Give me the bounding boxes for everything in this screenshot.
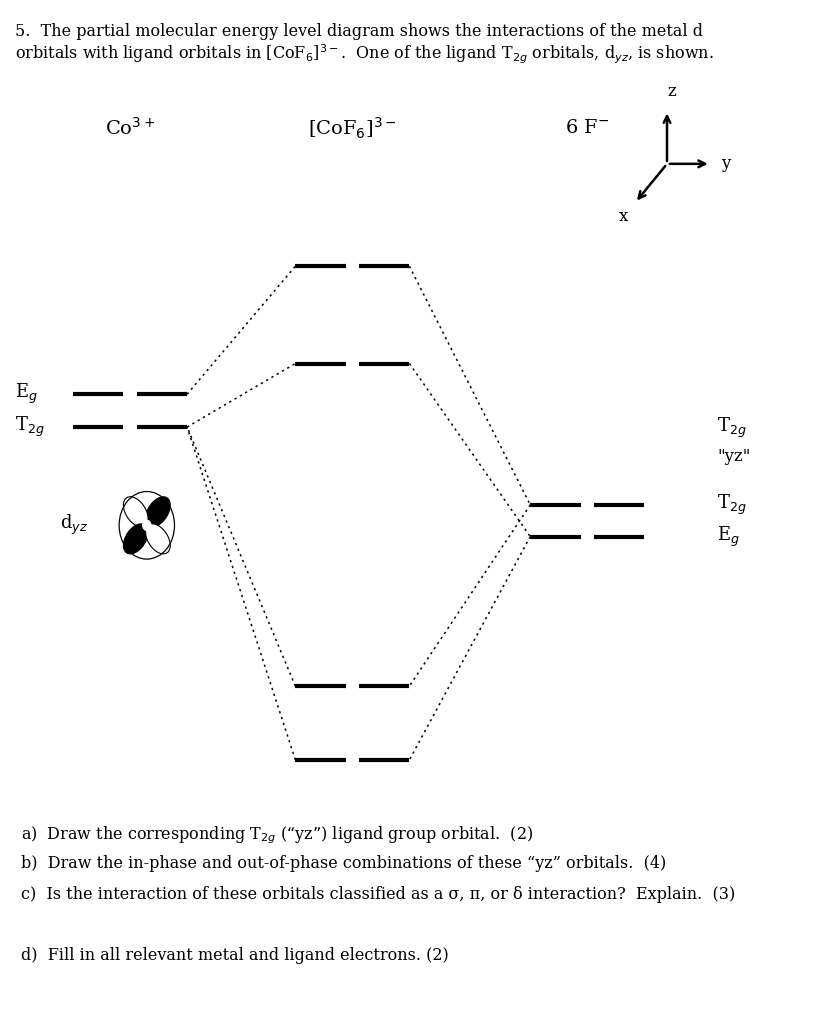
Text: b)  Draw the in-phase and out-of-phase combinations of these “yz” orbitals.  (4): b) Draw the in-phase and out-of-phase co… <box>21 855 666 872</box>
Text: Co$^{3+}$: Co$^{3+}$ <box>105 117 155 139</box>
Ellipse shape <box>146 524 170 554</box>
Text: a)  Draw the corresponding T$_{2g}$ (“yz”) ligand group orbital.  (2): a) Draw the corresponding T$_{2g}$ (“yz”… <box>21 824 534 846</box>
Text: orbitals with ligand orbitals in [CoF$_6$]$^{3-}$.  One of the ligand T$_{2g}$ o: orbitals with ligand orbitals in [CoF$_6… <box>15 43 714 67</box>
Text: T$_{2g}$: T$_{2g}$ <box>15 415 44 439</box>
Ellipse shape <box>123 524 148 554</box>
Text: "yz": "yz" <box>717 449 751 465</box>
Text: E$_g$: E$_g$ <box>717 524 740 549</box>
Circle shape <box>143 520 151 530</box>
Text: T$_{2g}$: T$_{2g}$ <box>717 416 747 440</box>
Text: z: z <box>668 83 676 100</box>
Text: [CoF$_6$]$^{3-}$: [CoF$_6$]$^{3-}$ <box>308 116 397 140</box>
Ellipse shape <box>146 497 170 526</box>
Text: T$_{2g}$: T$_{2g}$ <box>717 493 747 517</box>
Text: d)  Fill in all relevant metal and ligand electrons. (2): d) Fill in all relevant metal and ligand… <box>21 947 449 965</box>
Text: E$_g$: E$_g$ <box>15 382 38 407</box>
Text: d$_{yz}$: d$_{yz}$ <box>60 513 88 538</box>
Text: c)  Is the interaction of these orbitals classified as a σ, π, or δ interaction?: c) Is the interaction of these orbitals … <box>21 886 735 903</box>
Ellipse shape <box>123 497 148 526</box>
Text: x: x <box>619 208 628 225</box>
Text: 5.  The partial molecular energy level diagram shows the interactions of the met: 5. The partial molecular energy level di… <box>15 23 703 40</box>
Text: 6 F$^{-}$: 6 F$^{-}$ <box>565 119 609 137</box>
Text: y: y <box>721 156 730 172</box>
